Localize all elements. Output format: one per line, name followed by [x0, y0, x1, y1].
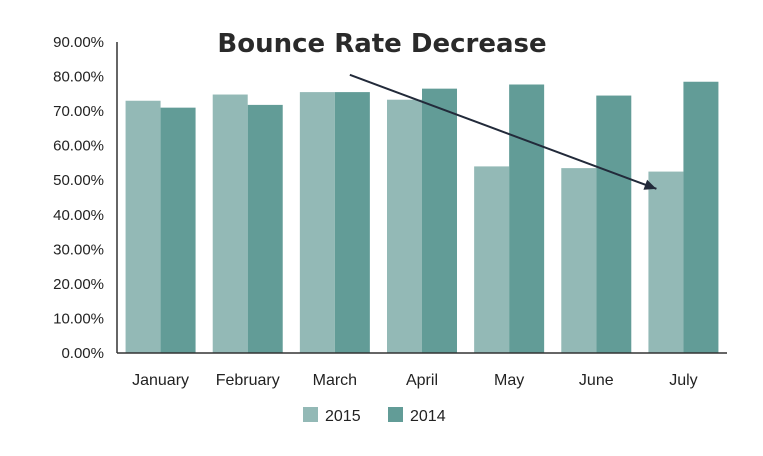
- y-tick-label: 60.00%: [53, 138, 104, 155]
- bar-2014-february: [247, 104, 283, 353]
- x-category-label: June: [579, 372, 614, 389]
- bar-2015-march: [299, 92, 335, 353]
- x-category-label: March: [313, 372, 357, 389]
- legend: 2015 2014: [303, 407, 446, 425]
- bar-2015-january: [125, 100, 161, 353]
- y-axis-ticks: 0.00% 10.00% 20.00% 30.00% 40.00% 50.00% 60.00…: [53, 34, 104, 362]
- y-tick-label: 10.00%: [53, 310, 104, 327]
- y-tick-label: 40.00%: [53, 207, 104, 224]
- bar-2015-april: [387, 99, 422, 353]
- y-tick-label: 80.00%: [53, 69, 104, 86]
- x-category-label: February: [216, 372, 280, 389]
- bars: [125, 81, 719, 354]
- x-category-label: May: [494, 372, 524, 389]
- bar-2015-june: [561, 168, 597, 353]
- y-tick-label: 0.00%: [61, 345, 104, 362]
- y-tick-label: 70.00%: [53, 103, 104, 120]
- legend-label-2014: 2014: [410, 408, 446, 425]
- y-tick-label: 30.00%: [53, 241, 104, 258]
- y-tick-label: 90.00%: [53, 34, 104, 51]
- bar-2014-april: [422, 88, 457, 354]
- arrow-shaft: [349, 73, 657, 190]
- legend-swatch-2014: [388, 407, 403, 422]
- bar-2014-january: [160, 107, 196, 354]
- x-category-label: April: [406, 372, 438, 389]
- bar-2014-july: [683, 81, 719, 353]
- legend-swatch-2015: [303, 407, 318, 422]
- bar-2015-july: [648, 171, 684, 353]
- arrow-head: [643, 179, 657, 190]
- trend-arrow: [349, 73, 657, 190]
- bar-2015-february: [212, 94, 248, 353]
- bar-2015-may: [474, 166, 510, 353]
- legend-label-2015: 2015: [325, 408, 361, 425]
- bar-2014-march: [334, 92, 370, 353]
- x-category-label: January: [132, 372, 189, 389]
- x-category-label: July: [669, 372, 697, 389]
- chart-title: Bounce Rate Decrease: [217, 29, 546, 59]
- bar-2014-june: [596, 95, 632, 354]
- y-tick-label: 20.00%: [53, 276, 104, 293]
- y-tick-label: 50.00%: [53, 172, 104, 189]
- x-axis-categories: January February March April May June July: [132, 372, 698, 389]
- bar-2014-may: [509, 84, 545, 354]
